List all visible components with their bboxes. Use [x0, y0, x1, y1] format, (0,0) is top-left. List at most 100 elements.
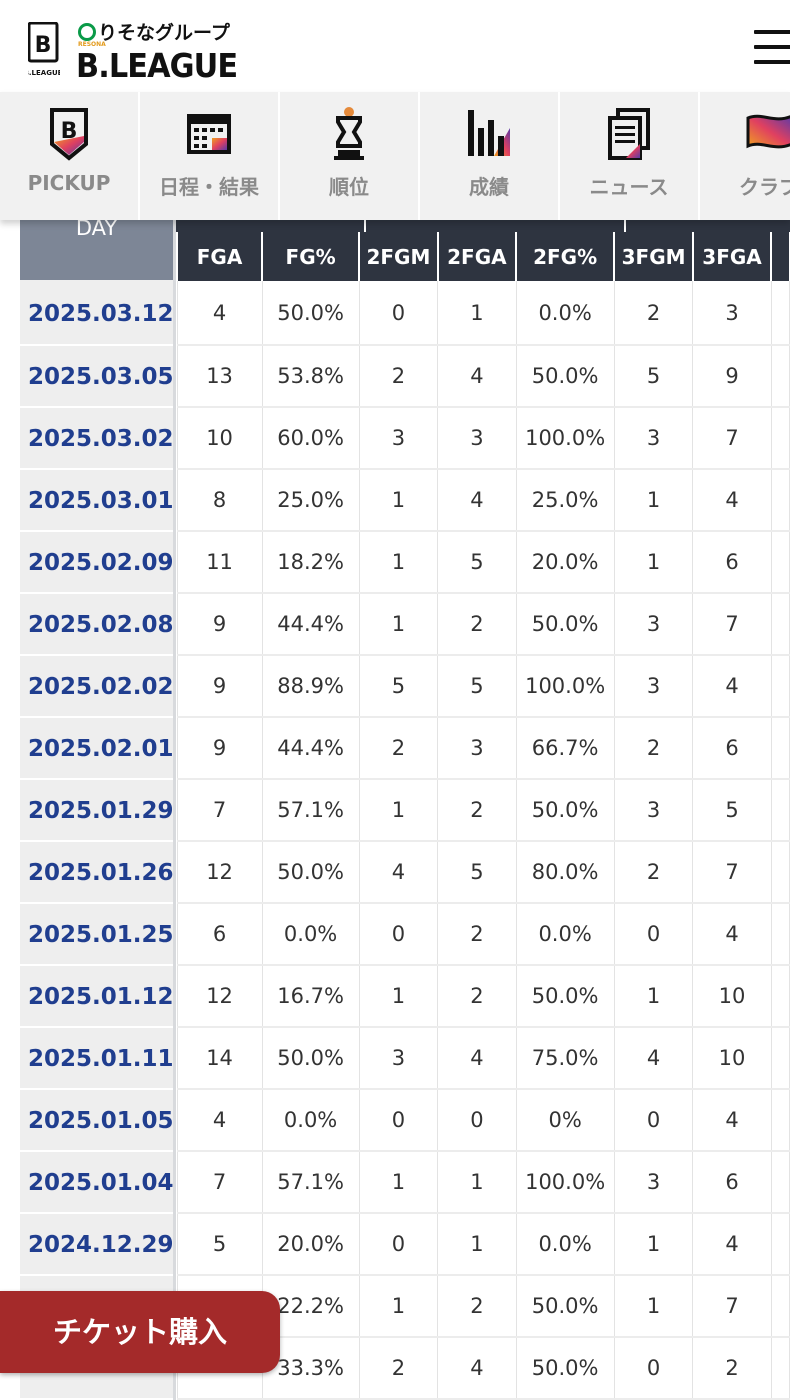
table-cell: 1 — [358, 779, 439, 842]
col-header-3fga[interactable]: 3FGA — [691, 232, 772, 281]
table-cell: 3 — [613, 1151, 694, 1214]
bleague-mark-icon[interactable]: B B.LEAGUE — [28, 22, 60, 78]
table-row: 10 60.0% 3 3 100.0% 3 7 — [176, 407, 790, 470]
league-logo-text[interactable]: B.LEAGUE — [76, 46, 238, 85]
table-cell: 2 — [437, 903, 517, 966]
nav-item-club[interactable]: クラブ — [700, 92, 790, 220]
table-cell: 4 — [358, 841, 439, 904]
nav-label: PICKUP — [27, 171, 111, 195]
game-date-link[interactable]: 2025.01.29 — [20, 780, 174, 842]
game-date-link[interactable]: 2025.02.08 — [20, 594, 174, 656]
table-cell: 50.0% — [515, 1337, 615, 1400]
table-cell: 0 — [358, 281, 439, 346]
game-date-link[interactable]: 2025.01.04 — [20, 1152, 174, 1214]
table-cell: 6 — [176, 903, 263, 966]
col-header-2fg-pct[interactable]: 2FG% — [515, 232, 615, 281]
table-row: 8 25.0% 1 4 25.0% 1 4 — [176, 469, 790, 532]
table-cell: 4 — [176, 281, 263, 346]
table-cell: 50.0% — [515, 779, 615, 842]
table-cell-overflow — [770, 1151, 790, 1214]
menu-icon[interactable] — [752, 28, 790, 68]
table-cell: 4 — [692, 1089, 772, 1152]
table-cell: 3 — [613, 779, 694, 842]
table-row: 7 57.1% 1 1 100.0% 3 6 — [176, 1151, 790, 1214]
table-cell: 50.0% — [515, 965, 615, 1028]
table-cell: 4 — [692, 903, 772, 966]
nav-item-news[interactable]: ニュース — [560, 92, 700, 220]
table-row: 9 44.4% 2 3 66.7% 2 6 — [176, 717, 790, 780]
nav-item-stats[interactable]: 成績 — [420, 92, 560, 220]
table-cell: 1 — [358, 593, 439, 656]
table-cell: 7 — [692, 407, 772, 470]
nav-label: ニュース — [589, 175, 669, 199]
nav-label: 成績 — [469, 175, 509, 199]
table-row: 4 0.0% 0 0 0% 0 4 — [176, 1089, 790, 1152]
table-cell: 6 — [692, 717, 772, 780]
game-date-link[interactable]: 2025.03.12 — [20, 282, 174, 346]
table-cell-overflow — [770, 1027, 790, 1090]
game-date-link[interactable]: 2025.03.02 — [20, 408, 174, 470]
day-header-label: DAY — [75, 220, 118, 240]
table-cell: 0.0% — [261, 903, 360, 966]
table-cell: 4 — [692, 1213, 772, 1276]
table-cell: 3 — [358, 1027, 439, 1090]
stats-table-container[interactable]: DAY FGA FG% 2FGM 2FGA 2FG% 3FGM 3FGA 4 50… — [0, 220, 790, 1400]
table-cell: 44.4% — [261, 717, 360, 780]
table-cell: 14 — [176, 1027, 263, 1090]
game-date-link[interactable]: 2025.02.01 — [20, 718, 174, 780]
table-cell: 3 — [613, 655, 694, 718]
table-cell: 50.0% — [261, 841, 360, 904]
table-cell: 1 — [358, 1275, 439, 1338]
game-date-link[interactable]: 2025.01.25 — [20, 904, 174, 966]
table-cell: 1 — [358, 1151, 439, 1214]
svg-text:B: B — [35, 33, 52, 58]
column-divider — [173, 220, 176, 1400]
table-cell: 6 — [692, 1151, 772, 1214]
game-date-link[interactable]: 2025.03.01 — [20, 470, 174, 532]
table-cell-overflow — [770, 655, 790, 718]
game-date-link[interactable]: 2025.02.09 — [20, 532, 174, 594]
sponsor-label: りそなグループ — [98, 22, 230, 44]
table-cell: 3 — [437, 717, 517, 780]
game-date-link[interactable]: 2025.02.02 — [20, 656, 174, 718]
game-date-link[interactable] — [20, 1338, 173, 1400]
table-cell: 50.0% — [515, 593, 615, 656]
table-row: 13 53.8% 2 4 50.0% 5 9 — [176, 345, 790, 408]
table-cell: 0 — [613, 1337, 694, 1400]
col-header-2fgm[interactable]: 2FGM — [358, 232, 439, 281]
table-cell: 5 — [437, 655, 517, 718]
table-cell: 2 — [437, 965, 517, 1028]
nav-item-schedule[interactable]: 日程・結果 — [140, 92, 280, 220]
nav-label: 順位 — [329, 175, 369, 199]
table-cell: 1 — [613, 469, 694, 532]
col-header-2fga[interactable]: 2FGA — [436, 232, 517, 281]
table-cell-overflow — [770, 1089, 790, 1152]
col-header-fg-pct[interactable]: FG% — [261, 232, 360, 281]
table-cell: 50.0% — [261, 281, 360, 346]
nav-item-pickup[interactable]: B PICKUP — [0, 92, 140, 220]
table-cell-overflow — [770, 1213, 790, 1276]
table-cell: 66.7% — [515, 717, 615, 780]
table-cell: 7 — [176, 779, 263, 842]
game-date-link[interactable]: 2025.03.05 — [20, 346, 174, 408]
col-header-fga[interactable]: FGA — [175, 232, 263, 281]
news-icon — [608, 108, 650, 160]
table-cell: 100.0% — [515, 407, 615, 470]
table-cell: 1 — [437, 281, 517, 346]
game-date-link[interactable]: 2024.12.29 — [20, 1214, 174, 1276]
ticket-purchase-button[interactable]: チケット購入 — [0, 1291, 280, 1373]
table-cell: 50.0% — [515, 345, 615, 408]
site-header: B B.LEAGUE りそなグループ RESONA B.LEAGUE — [0, 0, 790, 92]
day-column — [20, 220, 173, 1400]
table-cell: 7 — [692, 593, 772, 656]
nav-item-standings[interactable]: 順位 — [280, 92, 420, 220]
game-date-link[interactable]: 2025.01.11 — [20, 1028, 174, 1090]
table-cell: 0 — [358, 1213, 439, 1276]
table-cell: 5 — [613, 345, 694, 408]
game-date-link[interactable]: 2025.01.26 — [20, 842, 174, 904]
game-date-link[interactable]: 2025.01.05 — [20, 1090, 174, 1152]
col-header-3fgm[interactable]: 3FGM — [613, 232, 694, 281]
table-cell: 1 — [437, 1151, 517, 1214]
game-date-link[interactable]: 2025.01.12 — [20, 966, 174, 1028]
table-row: 7 57.1% 1 2 50.0% 3 5 — [176, 779, 790, 842]
